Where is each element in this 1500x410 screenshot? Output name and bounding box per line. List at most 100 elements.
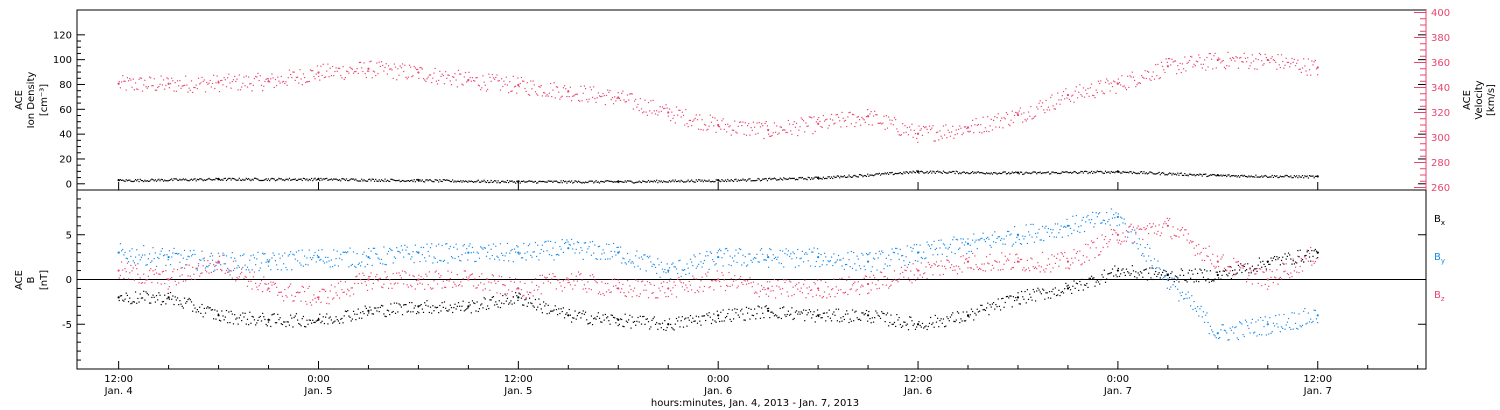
density-sample [429,179,432,181]
density-sample [645,181,647,183]
by-sample [361,261,363,263]
bz-sample [1308,252,1311,255]
by-sample [709,251,711,253]
by-sample [779,249,781,252]
by-sample [1285,324,1287,326]
density-sample [204,179,207,181]
velocity-sample [1217,57,1220,59]
velocity-sample [553,82,555,84]
velocity-sample [639,97,641,100]
bz-sample [1312,260,1314,262]
density-sample [925,171,927,174]
velocity-sample [1256,68,1258,70]
density-sample [489,181,491,183]
by-point [717,256,720,259]
bz-sample [744,280,746,282]
bz-sample [884,275,886,278]
density-sample [427,180,429,182]
bx-series [117,248,1319,332]
velocity-sample [840,126,842,128]
bx-sample [525,298,527,300]
by-sample [429,247,432,249]
density-sample [345,178,348,180]
by-sample [345,252,348,254]
density-sample [797,179,799,181]
bx-sample [418,312,420,314]
time-tick-label: 0:00 [307,374,329,385]
time-tick-label: 12:00 [504,374,533,385]
by-sample [227,267,229,270]
velocity-sample [1193,63,1195,65]
velocity-sample [414,67,416,69]
bz-sample [1066,257,1068,259]
density-sample [213,178,215,181]
velocity-point [517,83,520,87]
by-sample [598,245,601,247]
density-sample [860,174,862,176]
velocity-sample [631,93,633,95]
by-sample [610,250,612,253]
bx-sample [382,305,384,307]
by-sample [1237,338,1240,341]
bz-sample [164,282,166,285]
velocity-sample [1036,106,1038,108]
density-sample [373,180,376,182]
velocity-sample [783,129,785,131]
by-sample [773,257,776,260]
velocity-sample [1202,63,1205,65]
density-sample [470,180,472,182]
bz-sample [313,294,315,296]
density-sample [436,179,439,181]
velocity-sample [217,80,219,82]
by-sample [1278,314,1280,316]
density-sample [288,177,291,179]
bx-point [817,314,820,317]
bz-sample [1128,226,1130,228]
by-point [567,247,570,250]
density-sample [944,171,946,173]
bz-sample [1242,267,1244,269]
velocity-sample [940,135,942,137]
velocity-sample [738,121,741,123]
velocity-sample [127,80,130,82]
velocity-sample [860,124,862,126]
bz-sample [1289,277,1291,279]
velocity-sample [404,64,406,66]
bz-sample [582,288,584,290]
velocity-sample [148,76,151,78]
density-sample [1067,172,1069,174]
density-sample [537,182,539,184]
bz-sample [1124,236,1126,238]
by-sample [601,253,603,255]
bx-sample [277,313,279,316]
velocity-sample [1081,95,1083,97]
velocity-sample [916,137,918,140]
density-sample [146,180,148,182]
density-sample [841,176,843,178]
bz-sample [1279,276,1281,279]
velocity-sample [730,134,732,136]
velocity-sample [595,101,597,103]
bz-sample [1300,257,1302,260]
density-sample [1251,176,1253,178]
velocity-sample [904,125,906,127]
by-sample [404,244,406,246]
bz-sample [1117,242,1119,244]
density-sample [614,181,616,183]
velocity-sample [678,109,680,111]
velocity-sample [1008,123,1010,126]
velocity-sample [281,81,284,83]
bz-sample [144,282,146,284]
density-sample [1193,173,1195,176]
bz-sample [1086,256,1088,258]
bx-sample [484,298,486,300]
by-sample [271,257,273,259]
density-sample [1310,175,1312,177]
density-sample [298,178,300,180]
density-sample [1020,171,1023,173]
bz-sample [931,265,933,267]
bx-sample [692,317,694,319]
bx-sample [283,321,285,323]
bz-sample [1027,267,1030,269]
